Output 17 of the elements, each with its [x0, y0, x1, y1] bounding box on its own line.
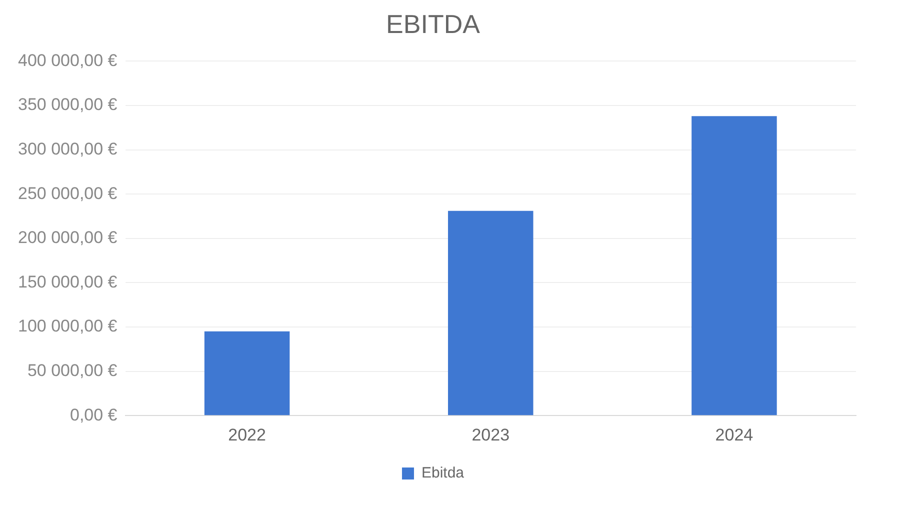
x-tick-label: 2024: [715, 425, 754, 444]
y-tick-label: 350 000,00 €: [18, 95, 118, 114]
y-tick-label: 100 000,00 €: [18, 316, 118, 336]
y-tick-label: 400 000,00 €: [18, 50, 118, 70]
bar: [692, 116, 777, 416]
y-tick-label: 0,00 €: [70, 405, 118, 424]
y-tick-label: 250 000,00 €: [18, 184, 118, 203]
y-tick-label: 150 000,00 €: [18, 272, 118, 292]
y-tick-label: 200 000,00 €: [18, 228, 118, 248]
chart-title: EBITDA: [386, 8, 481, 39]
y-tick-label: 300 000,00 €: [18, 139, 118, 158]
y-tick-label: 50 000,00 €: [27, 360, 118, 380]
bar: [204, 331, 290, 416]
bar: [448, 210, 534, 416]
legend-label: Ebitda: [421, 464, 465, 482]
x-tick-label: 2022: [228, 425, 266, 444]
x-tick-label: 2023: [472, 425, 510, 444]
